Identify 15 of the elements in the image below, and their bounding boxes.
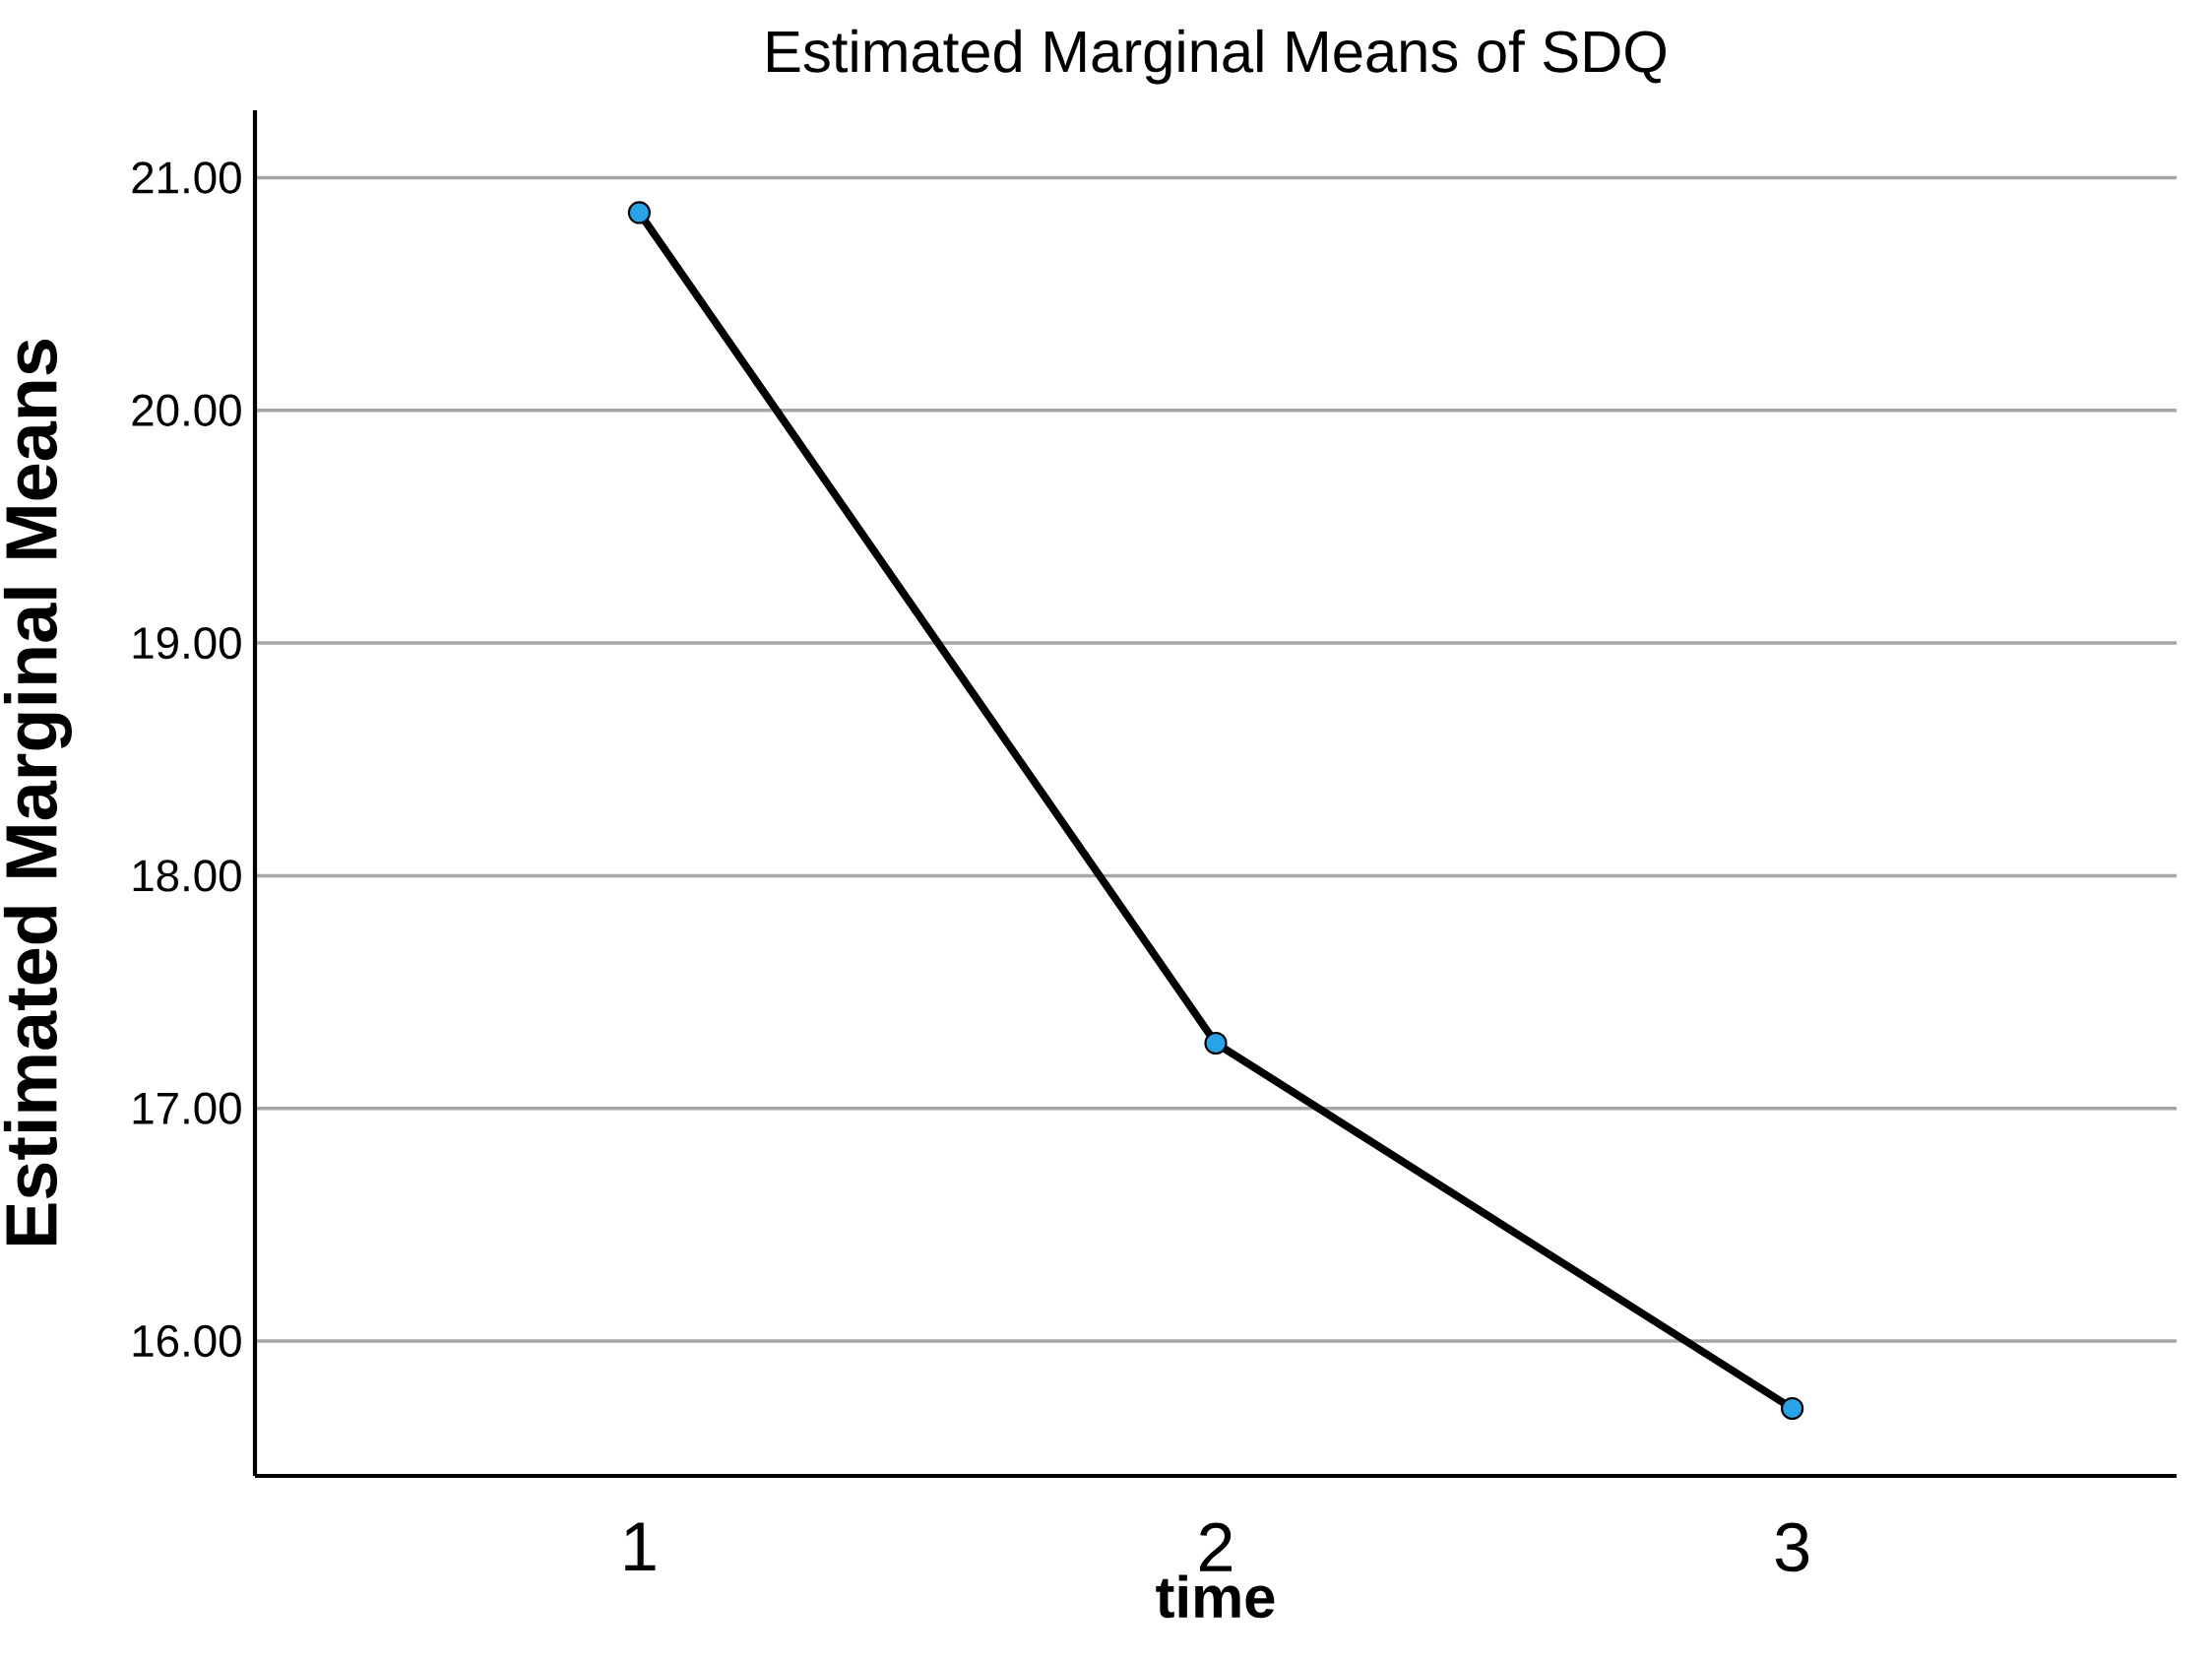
x-tick-label: 3 [1775,1522,1809,1572]
y-tick-label: 18.00 [133,860,241,892]
x-tick-label: 2 [1200,1522,1232,1571]
point [627,201,652,224]
y-tick-label: 17.00 [133,1092,241,1124]
y-tick-label: 20.00 [132,394,241,426]
y-tick-label: 21.00 [132,161,241,194]
y-tick-label: 19.00 [133,626,241,660]
x-tick-label: 1 [625,1522,656,1570]
y-axis-title: Estimated Marginal Means [3,340,72,1246]
chart-title: Estimated Marginal Means of SDQ [768,29,1666,85]
point [1204,1031,1228,1055]
point [1781,1396,1804,1421]
x-axis-title: time [1156,1574,1275,1619]
y-tick-label: 16.00 [133,1324,241,1358]
